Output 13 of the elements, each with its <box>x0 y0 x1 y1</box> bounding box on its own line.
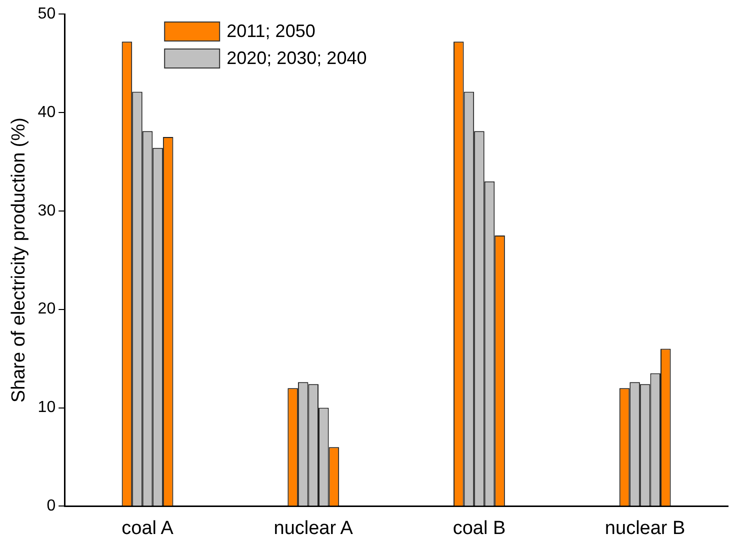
y-tick-label: 0 <box>46 498 56 515</box>
y-tick-label: 40 <box>38 104 56 121</box>
y-tick-label: 10 <box>38 399 56 416</box>
x-tick-label: nuclear B <box>604 518 686 539</box>
legend-label: 2020; 2030; 2040 <box>226 48 367 68</box>
x-tick-label: coal B <box>452 518 506 539</box>
y-axis-title: Share of electricity production (%) <box>8 118 30 403</box>
y-tick-label: 50 <box>38 5 56 22</box>
x-tick-label: nuclear A <box>274 518 354 539</box>
y-tick-label: 30 <box>38 202 56 220</box>
legend-label: 2011; 2050 <box>226 20 316 41</box>
y-tick-label: 20 <box>38 300 56 318</box>
x-tick-label: coal A <box>122 518 174 539</box>
